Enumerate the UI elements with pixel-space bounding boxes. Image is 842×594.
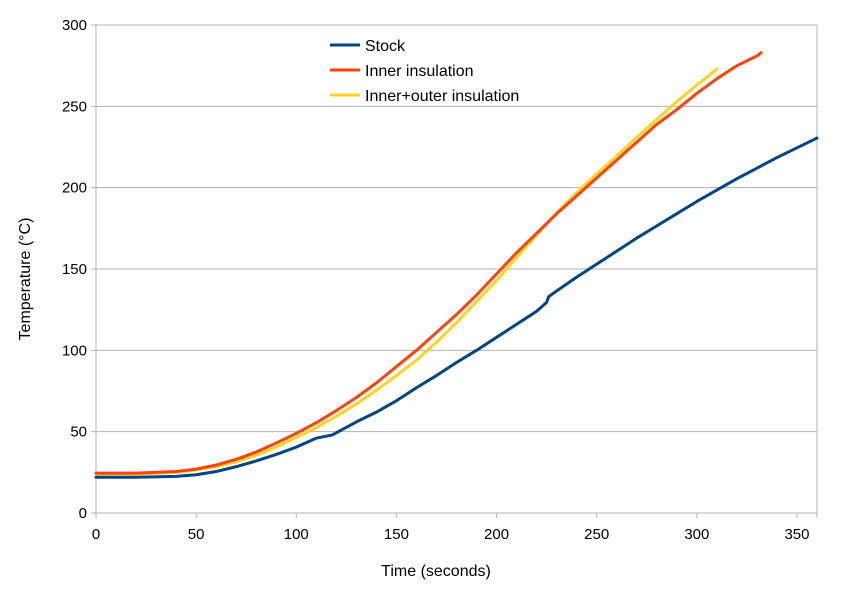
x-tick-label-100: 100 bbox=[284, 526, 309, 543]
gridlines bbox=[96, 24, 817, 514]
x-tick-label-50: 50 bbox=[188, 526, 205, 543]
series-line-inner-outer-insulation bbox=[94, 67, 719, 476]
y-tick-label-0: 0 bbox=[79, 505, 87, 522]
x-axis-title: Time (seconds) bbox=[381, 563, 491, 580]
legend-label-inner-outer-insulation: Inner+outer insulation bbox=[365, 88, 519, 105]
axes bbox=[91, 24, 818, 518]
y-tick-label-200: 200 bbox=[62, 180, 87, 197]
x-tick-label-250: 250 bbox=[584, 526, 609, 543]
x-tick-label-0: 0 bbox=[92, 526, 100, 543]
x-tick-label-150: 150 bbox=[384, 526, 409, 543]
y-axis-title: Temperature (°C) bbox=[17, 218, 34, 341]
y-tick-labels: 0 50 100 150 200 250 300 bbox=[62, 17, 87, 522]
x-tick-label-200: 200 bbox=[484, 526, 509, 543]
series-line-inner-insulation bbox=[94, 51, 763, 475]
legend: Stock Inner insulation Inner+outer insulat… bbox=[330, 38, 519, 105]
series-lines bbox=[94, 51, 819, 479]
x-tick-labels: 0 50 100 150 200 250 300 350 bbox=[92, 526, 810, 543]
y-tick-label-300: 300 bbox=[62, 17, 87, 34]
legend-label-inner-insulation: Inner insulation bbox=[365, 63, 474, 80]
y-tick-label-250: 250 bbox=[62, 98, 87, 115]
y-tick-label-50: 50 bbox=[70, 424, 87, 441]
series-line-stock bbox=[94, 136, 819, 479]
x-tick-label-350: 350 bbox=[784, 526, 809, 543]
y-tick-label-150: 150 bbox=[62, 261, 87, 278]
x-tick-label-300: 300 bbox=[684, 526, 709, 543]
y-tick-label-100: 100 bbox=[62, 342, 87, 359]
legend-label-stock: Stock bbox=[365, 38, 406, 55]
